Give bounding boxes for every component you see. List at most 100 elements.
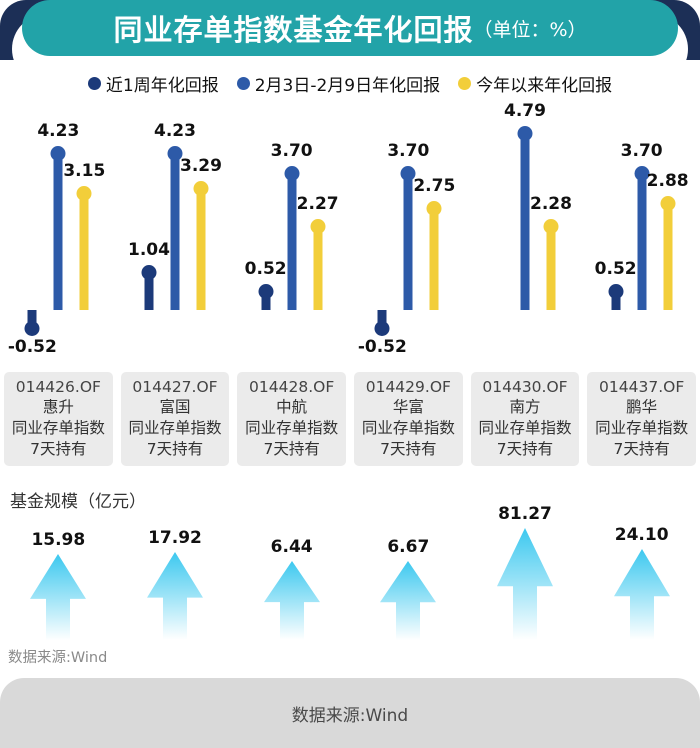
bar-value-label: 3.15 <box>63 161 106 182</box>
legend-item-week1: 近1周年化回报 <box>87 71 219 96</box>
fund-label-row: 014426.OF 惠升 同业存单指数 7天持有 014427.OF 富国 同业存单指数 7天… <box>0 372 700 466</box>
lollipop-bar: 2.88 <box>647 104 689 366</box>
bar-stem <box>663 203 673 310</box>
lollipop-bar: 2.75 <box>413 104 455 366</box>
bar-stem <box>170 153 180 310</box>
fund-company: 南方 <box>509 398 541 416</box>
lollipop-bar: 0.52 <box>595 104 637 366</box>
up-arrow-icon <box>30 553 87 640</box>
fund-card[interactable]: 014426.OF 惠升 同业存单指数 7天持有 <box>4 372 113 466</box>
up-arrow-icon <box>380 560 437 640</box>
bar-knob-icon <box>167 146 183 162</box>
legend-label: 今年以来年化回报 <box>476 75 613 96</box>
legend-item-ytd: 今年以来年化回报 <box>458 71 612 96</box>
bar-value-label: 2.88 <box>646 171 689 192</box>
bar-value-label: -0.52 <box>357 337 407 358</box>
scale-value-label: 24.10 <box>614 524 669 545</box>
bar-value-label: 4.23 <box>154 121 196 142</box>
lollipop-bar: 0.52 <box>245 104 287 366</box>
bar-stem <box>637 173 647 310</box>
bar-stem <box>313 226 323 310</box>
bar-stem <box>53 153 63 310</box>
bar-value-label: 3.70 <box>270 141 313 162</box>
fund-holding-period: 7天持有 <box>496 440 554 458</box>
banner-pill: 同业存单指数基金年化回报 （单位：%） <box>22 0 678 56</box>
legend-dot-icon <box>87 76 101 90</box>
lollipop-bar: 3.70 <box>387 104 429 366</box>
chart-group: -0.52 3.70 2.75 <box>350 104 467 366</box>
data-source-footer: 数据来源:Wind <box>291 705 409 726</box>
bar-stem <box>520 132 530 310</box>
fund-company: 中航 <box>276 398 308 416</box>
title-banner: 同业存单指数基金年化回报 （单位：%） <box>0 0 700 60</box>
bar-stem <box>377 310 387 330</box>
fund-code: 014430.OF <box>482 378 568 396</box>
bar-stem <box>144 271 154 310</box>
fund-type: 同业存单指数 <box>478 419 572 437</box>
bar-stem <box>261 290 271 310</box>
fund-scale-title: 基金规模（亿元） <box>10 492 146 512</box>
bar-stem <box>196 188 206 310</box>
bar-knob-icon <box>284 166 300 182</box>
scale-arrow-item: 6.67 <box>350 505 467 640</box>
bar-stem <box>611 290 621 310</box>
fund-code: 014426.OF <box>15 378 101 396</box>
fund-code: 014427.OF <box>132 378 218 396</box>
bar-value-label: 0.52 <box>594 258 637 279</box>
bar-stem <box>79 193 89 310</box>
scale-value-label: 6.44 <box>270 537 313 558</box>
fund-type: 同业存单指数 <box>245 419 339 437</box>
bar-knob-icon <box>634 166 650 182</box>
bar-knob-icon <box>258 283 274 299</box>
fund-type: 同业存单指数 <box>595 419 689 437</box>
bar-value-label: 3.29 <box>180 156 222 177</box>
bar-knob-icon <box>76 186 92 202</box>
bar-stem <box>287 173 297 310</box>
bar-value-label: 3.70 <box>387 141 430 162</box>
up-arrow-icon <box>146 552 203 640</box>
bar-stem <box>546 225 556 310</box>
fund-card[interactable]: 014437.OF 鹏华 同业存单指数 7天持有 <box>587 372 696 466</box>
up-arrow-icon <box>263 561 320 640</box>
legend-dot-icon <box>236 76 250 90</box>
lollipop-bar: 1.04 <box>128 104 170 366</box>
page-title-unit: （单位：%） <box>473 18 587 41</box>
bar-knob-icon <box>24 321 40 337</box>
lollipop-bar: 3.15 <box>63 104 105 366</box>
lollipop-bar: 2.27 <box>297 104 339 366</box>
lollipop-bar: 3.70 <box>621 104 663 366</box>
legend-item-feb3_feb9: 2月3日-2月9日年化回报 <box>236 71 440 96</box>
bar-knob-icon <box>660 196 676 212</box>
bar-knob-icon <box>517 125 533 141</box>
fund-code: 014437.OF <box>599 378 685 396</box>
fund-holding-period: 7天持有 <box>380 440 437 458</box>
bar-value-label: 4.23 <box>37 121 80 142</box>
fund-type: 同业存单指数 <box>11 419 105 437</box>
fund-type: 同业存单指数 <box>128 419 222 437</box>
bar-stem <box>429 208 439 310</box>
scale-value-label: 6.67 <box>387 536 430 557</box>
bar-value-label: 2.27 <box>296 194 339 214</box>
bar-value-label: 2.75 <box>413 176 456 197</box>
lollipop-bar: 4.79 <box>504 101 546 366</box>
data-source-inline: 数据来源:Wind <box>8 650 108 666</box>
bar-value-label: 1.04 <box>128 239 170 260</box>
fund-card[interactable]: 014428.OF 中航 同业存单指数 7天持有 <box>237 372 346 466</box>
bar-value-label: 4.79 <box>504 100 546 121</box>
scale-arrow-item: 6.44 <box>233 505 350 640</box>
bar-value-label: 2.28 <box>530 193 572 214</box>
bar-knob-icon <box>608 283 624 299</box>
scale-arrow-item: 81.27 <box>467 504 584 640</box>
bar-value-label: 0.52 <box>244 258 287 279</box>
fund-card[interactable]: 014429.OF 华富 同业存单指数 7天持有 <box>354 372 463 466</box>
up-arrow-icon <box>496 528 553 640</box>
bar-knob-icon <box>310 219 326 234</box>
lollipop-bar: -0.52 <box>358 104 407 366</box>
fund-card[interactable]: 014427.OF 富国 同业存单指数 7天持有 <box>120 372 230 466</box>
page-title: 同业存单指数基金年化回报 <box>113 13 474 47</box>
bar-value-label: 3.70 <box>620 141 663 162</box>
fund-type: 同业存单指数 <box>361 419 455 437</box>
fund-card[interactable]: 014430.OF 南方同业存单指数 7天持有 <box>470 372 580 466</box>
fund-scale-chart: 15.98 17.92 6.44 6.67 81.27 24.10 <box>0 504 700 640</box>
chart-group: 0.52 3.70 2.27 <box>233 104 350 366</box>
